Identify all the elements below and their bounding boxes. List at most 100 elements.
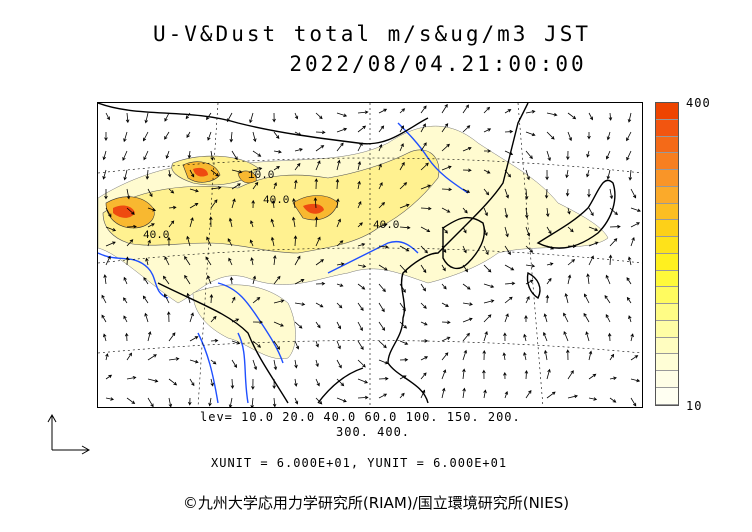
colorbar-segment: [656, 337, 678, 355]
wind-arrow: [609, 353, 615, 361]
wind-arrow: [399, 108, 406, 114]
wind-arrow: [105, 112, 110, 121]
wind-arrow: [168, 378, 178, 386]
wind-arrow: [357, 200, 362, 209]
wind-arrow: [609, 207, 618, 216]
wind-arrow: [123, 131, 128, 143]
wind-arrow: [563, 330, 569, 342]
wind-arrow: [231, 183, 241, 190]
wind-arrow: [210, 169, 220, 177]
wind-arrow: [226, 112, 233, 123]
wind-arrow: [399, 375, 407, 380]
wind-arrow: [210, 150, 214, 161]
wind-arrow: [441, 336, 451, 342]
wind-arrow: [483, 389, 487, 399]
wind-arrow: [399, 392, 405, 399]
wind-arrow: [504, 226, 509, 238]
wind-arrow: [399, 340, 409, 345]
wind-arrow: [292, 197, 296, 209]
unit-scale-text: XUNIT = 6.000E+01, YUNIT = 6.000E+01: [211, 456, 508, 470]
wind-arrow: [504, 188, 510, 199]
colorbar-segment: [656, 119, 678, 137]
wind-arrow: [441, 103, 448, 114]
wind-arrow: [123, 169, 128, 181]
wind-arrow: [315, 160, 321, 171]
wind-arrow: [189, 217, 194, 228]
wind-arrow: [630, 236, 635, 247]
wind-arrow: [209, 216, 213, 228]
map-panel: 40.0 40.0 10.0 40.0: [97, 102, 643, 408]
wind-arrow: [378, 125, 385, 133]
wind-arrow: [249, 112, 254, 124]
wind-arrow: [315, 397, 323, 405]
wind-arrow: [270, 218, 275, 228]
wind-arrow: [229, 131, 234, 143]
wind-arrow: [228, 257, 233, 266]
wind-arrow: [504, 245, 511, 256]
wind-arrow: [567, 226, 574, 233]
wind-arrow: [462, 226, 467, 234]
wind-arrow: [336, 283, 344, 287]
wind-arrow: [525, 245, 534, 253]
wind-arrow: [294, 359, 298, 369]
wind-arrow: [228, 397, 233, 407]
wind-arrow: [294, 112, 299, 120]
wind-arrow: [378, 223, 388, 228]
wind-arrow: [357, 180, 361, 190]
wind-arrow: [399, 182, 408, 190]
wind-arrow: [378, 302, 385, 313]
wind-arrow: [546, 391, 556, 399]
wind-arrow: [462, 368, 466, 380]
wind-arrow: [147, 397, 154, 407]
wind-arrow: [126, 376, 137, 380]
wind-arrow: [164, 112, 170, 122]
wind-arrow: [336, 359, 342, 369]
wind-arrow: [251, 378, 255, 390]
wind-arrow: [588, 397, 598, 401]
wind-arrow: [336, 378, 345, 387]
wind-arrow: [420, 142, 427, 152]
wind-arrow: [462, 387, 466, 399]
wind-arrow: [609, 397, 617, 403]
wind-arrow: [420, 372, 427, 380]
wind-arrow: [606, 131, 611, 141]
wind-arrow: [462, 245, 467, 254]
wind-arrow: [105, 241, 116, 247]
wind-arrow: [546, 150, 551, 162]
wind-arrow: [563, 312, 569, 323]
wind-arrow: [273, 299, 285, 304]
wind-arrow: [294, 302, 306, 306]
wind-arrow: [209, 293, 214, 304]
wind-arrow: [229, 276, 234, 285]
wind-arrow: [441, 123, 449, 133]
wind-arrow: [420, 339, 429, 343]
wind-arrow: [185, 112, 191, 120]
wind-arrow: [122, 150, 128, 161]
wind-arrow: [462, 125, 471, 133]
wind-arrow: [523, 351, 527, 361]
wind-arrow: [189, 336, 199, 342]
wind-arrow: [483, 106, 491, 114]
wind-arrow: [210, 359, 217, 365]
wind-arrow: [399, 302, 406, 312]
wind-arrow: [420, 162, 429, 171]
wind-arrow: [313, 197, 318, 209]
wind-arrow: [482, 369, 486, 380]
wind-arrow: [524, 315, 528, 323]
wind-arrow: [525, 279, 534, 285]
wind-arrow: [252, 131, 257, 143]
wind-arrow: [628, 169, 633, 181]
wind-arrow: [524, 207, 529, 219]
wind-arrow: [186, 131, 191, 139]
wind-arrow: [586, 169, 590, 178]
wind-arrow: [165, 150, 170, 159]
wind-vector-field: [101, 103, 641, 407]
wind-arrow: [250, 397, 254, 407]
wind-arrow: [357, 142, 363, 152]
wind-arrow: [143, 131, 149, 142]
wind-arrow: [207, 131, 212, 141]
wind-arrow: [378, 143, 383, 152]
wind-arrow: [252, 181, 259, 190]
wind-arrow: [504, 150, 514, 156]
wind-arrow: [294, 279, 305, 285]
